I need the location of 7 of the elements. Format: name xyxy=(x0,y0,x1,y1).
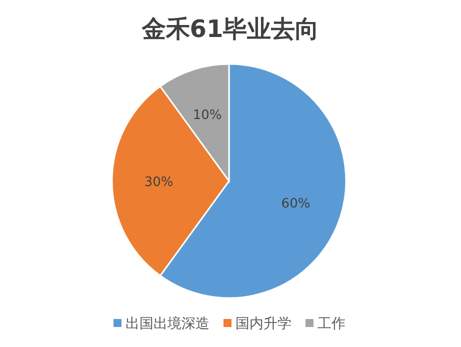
data-label: 60% xyxy=(281,196,310,212)
data-label: 30% xyxy=(144,175,174,190)
chart-title: 金禾61毕业去向 xyxy=(140,15,320,43)
legend-label: 国内升学 xyxy=(236,316,292,332)
legend-label: 工作 xyxy=(318,316,346,332)
legend-label: 出国出境深造 xyxy=(126,316,210,332)
data-label: 10% xyxy=(192,108,222,124)
